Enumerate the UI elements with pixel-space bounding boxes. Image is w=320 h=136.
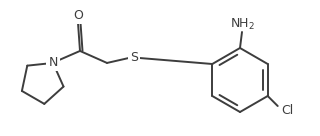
Text: O: O xyxy=(73,9,83,22)
Text: Cl: Cl xyxy=(282,103,294,117)
Text: NH$_2$: NH$_2$ xyxy=(229,16,254,32)
Text: N: N xyxy=(48,56,58,69)
Text: S: S xyxy=(130,51,138,64)
